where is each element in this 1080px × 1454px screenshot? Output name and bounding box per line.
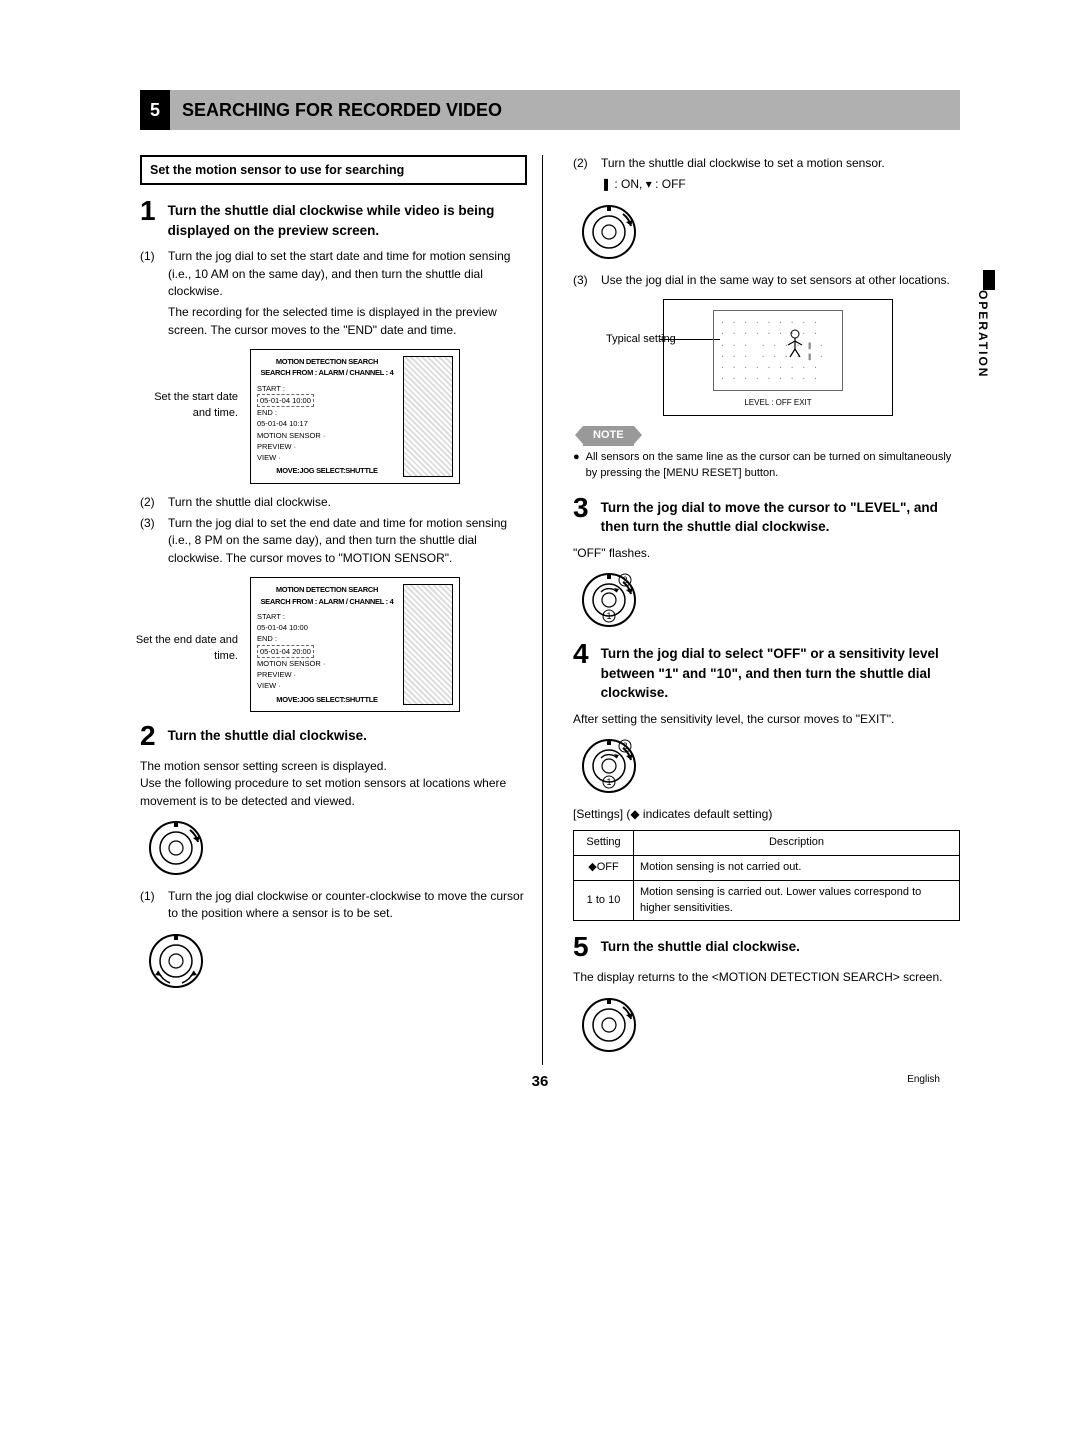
settings-table: SettingDescription ◆OFFMotion sensing is… (573, 830, 960, 922)
svg-text:1: 1 (606, 777, 611, 787)
step-5: 5 Turn the shuttle dial clockwise. (573, 933, 960, 961)
svg-text:2: 2 (622, 575, 627, 585)
sensor-grid: · · · · · · · · · · · · · · · · · · · · … (713, 310, 843, 391)
subsection-box: Set the motion sensor to use for searchi… (140, 155, 527, 185)
body-text: Use the following procedure to set motio… (140, 775, 527, 810)
side-tab: OPERATION (976, 290, 990, 378)
settings-caption: [Settings] (◆ indicates default setting) (573, 806, 960, 823)
section-number: 5 (140, 90, 170, 130)
step-2: 2 Turn the shuttle dial clockwise. (140, 722, 527, 750)
substep-num: (1) (140, 248, 162, 300)
shuttle-dial-icon (581, 204, 637, 260)
shuttle-dial-icon (581, 997, 637, 1053)
combo-dial-icon: 21 (581, 738, 637, 794)
shuttle-dial-icon (148, 820, 204, 876)
substep: (1) Turn the jog dial to set the start d… (140, 248, 527, 300)
preview-thumb (403, 584, 453, 705)
page-number: 36 (532, 1073, 549, 1090)
screen-diagram-1: Set the start date and time. MOTION DETE… (250, 349, 460, 484)
screen-diagram-2: Set the end date and time. MOTION DETECT… (250, 577, 460, 712)
step-text: Turn the shuttle dial clockwise while vi… (168, 201, 527, 240)
svg-text:2: 2 (622, 741, 627, 751)
right-column: (2)Turn the shuttle dial clockwise to se… (573, 155, 960, 1065)
screen-label: Set the start date and time. (133, 390, 238, 422)
substep-text: Turn the jog dial to set the start date … (168, 248, 527, 300)
side-marker (983, 270, 995, 290)
section-header: 5 SEARCHING FOR RECORDED VIDEO (140, 90, 960, 130)
step-4: 4 Turn the jog dial to select "OFF" or a… (573, 640, 960, 703)
note-flag: NOTE (583, 426, 634, 446)
section-title: SEARCHING FOR RECORDED VIDEO (182, 100, 502, 121)
preview-thumb (403, 356, 453, 477)
language-label: English (907, 1074, 940, 1085)
svg-text:1: 1 (606, 611, 611, 621)
screen-label: Set the end date and time. (133, 633, 238, 665)
note-body: ●All sensors on the same line as the cur… (573, 450, 960, 482)
on-off-legend: ❚ : ON, ▾ : OFF (601, 176, 960, 193)
combo-dial-icon: 21 (581, 572, 637, 628)
step-3: 3 Turn the jog dial to move the cursor t… (573, 494, 960, 537)
step-1: 1 Turn the shuttle dial clockwise while … (140, 197, 527, 240)
left-column: Set the motion sensor to use for searchi… (140, 155, 543, 1065)
sensor-grid-diagram: Typical setting · · · · · · · · · · · · … (663, 299, 893, 416)
body-text: The motion sensor setting screen is disp… (140, 758, 527, 775)
jog-dial-icon (148, 933, 204, 989)
substep-cont: The recording for the selected time is d… (168, 304, 527, 339)
human-icon (784, 329, 806, 362)
step-number: 1 (140, 197, 156, 225)
